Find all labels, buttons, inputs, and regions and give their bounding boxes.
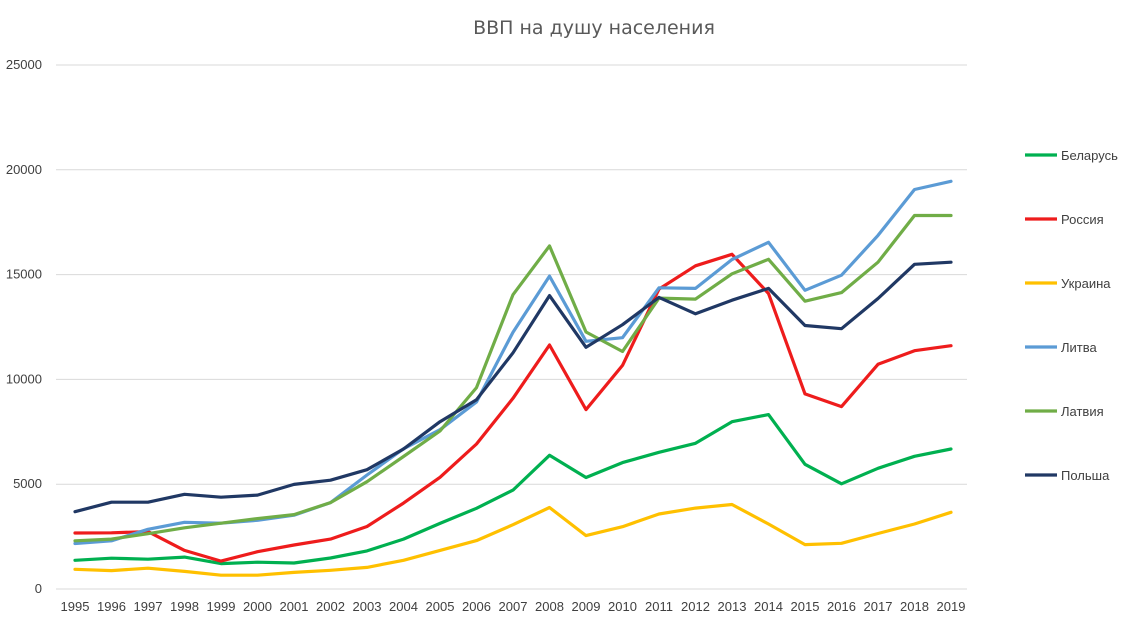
- series-line-0: [73, 413, 953, 566]
- x-tick-label: 2011: [645, 599, 673, 614]
- y-tick-label: 25000: [6, 57, 42, 72]
- y-tick-label: 20000: [6, 162, 42, 177]
- x-tick-label: 2009: [572, 599, 601, 614]
- x-tick-label: 2002: [316, 599, 345, 614]
- x-tick-label: 2018: [900, 599, 929, 614]
- legend-item: Беларусь: [1025, 148, 1118, 163]
- x-tick-label: 2000: [243, 599, 272, 614]
- x-tick-label: 2006: [462, 599, 491, 614]
- x-tick-label: 2010: [608, 599, 637, 614]
- x-tick-label: 1996: [97, 599, 126, 614]
- x-tick-label: 1997: [134, 599, 163, 614]
- series-line-2: [73, 502, 953, 577]
- x-tick-label: 2017: [864, 599, 893, 614]
- legend: Беларусь Россия Украина Литва Латвия Польша: [1025, 148, 1118, 483]
- gridlines: [56, 64, 967, 590]
- y-axis-ticks: 0 5000 10000 15000 20000 25000: [6, 57, 42, 596]
- x-tick-label: 2019: [937, 599, 966, 614]
- legend-label: Россия: [1061, 212, 1104, 227]
- chart-title: ВВП на душу населения: [473, 17, 715, 39]
- legend-label: Литва: [1061, 340, 1098, 355]
- x-tick-label: 1998: [170, 599, 199, 614]
- x-tick-label: 2007: [499, 599, 528, 614]
- series-line-5: [73, 260, 953, 514]
- y-tick-label: 0: [35, 581, 42, 596]
- y-tick-label: 10000: [6, 371, 42, 386]
- x-tick-label: 2012: [681, 599, 710, 614]
- x-tick-label: 2005: [426, 599, 455, 614]
- series-line-1: [73, 252, 953, 563]
- legend-item: Польша: [1025, 468, 1110, 483]
- series-lines: [73, 179, 953, 577]
- x-tick-label: 2015: [791, 599, 820, 614]
- legend-item: Россия: [1025, 212, 1104, 227]
- x-tick-label: 2001: [280, 599, 309, 614]
- series-line-4: [73, 213, 953, 543]
- x-tick-label: 2014: [754, 599, 783, 614]
- x-tick-label: 2016: [827, 599, 856, 614]
- legend-label: Украина: [1061, 276, 1111, 291]
- legend-label: Польша: [1061, 468, 1110, 483]
- x-tick-label: 2003: [353, 599, 382, 614]
- x-tick-label: 1999: [207, 599, 236, 614]
- x-tick-label: 2013: [718, 599, 747, 614]
- x-tick-label: 2008: [535, 599, 564, 614]
- legend-item: Литва: [1025, 340, 1098, 355]
- legend-item: Украина: [1025, 276, 1111, 291]
- x-axis-ticks: 1995 1996 1997 1998 1999 2000 2001 2002 2003 2004…: [61, 599, 966, 614]
- y-tick-label: 15000: [6, 267, 42, 282]
- x-tick-label: 1995: [61, 599, 90, 614]
- legend-item: Латвия: [1025, 404, 1104, 419]
- x-tick-label: 2004: [389, 599, 418, 614]
- y-tick-label: 5000: [13, 476, 42, 491]
- legend-label: Латвия: [1061, 404, 1104, 419]
- legend-label: Беларусь: [1061, 148, 1118, 163]
